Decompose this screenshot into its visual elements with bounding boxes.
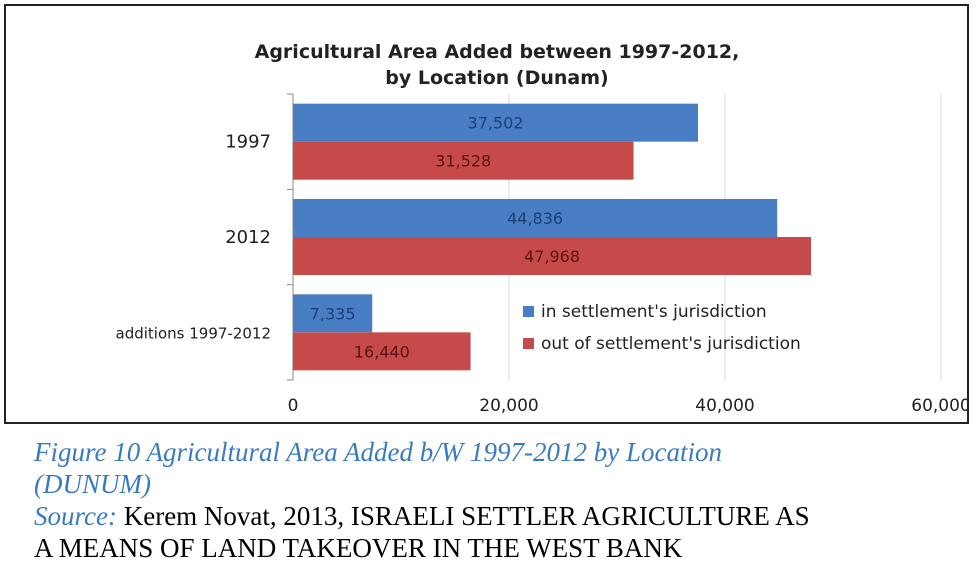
chart-frame: Agricultural Area Added between 1997-201… [4, 4, 969, 424]
figure-caption: Figure 10 Agricultural Area Added b/W 19… [34, 436, 964, 500]
x-tick-label: 40,000 [695, 396, 754, 416]
legend-label: out of settlement's jurisdiction [541, 334, 801, 354]
bar-chart: Agricultural Area Added between 1997-201… [116, 41, 967, 416]
category-label: additions 1997-2012 [116, 324, 271, 342]
figure-caption-line2: (DUNUM) [34, 469, 151, 499]
data-label: 44,836 [507, 209, 563, 228]
source-citation: Source: Kerem Novat, 2013, ISRAELI SETTL… [34, 500, 964, 564]
bar [293, 332, 471, 371]
data-label: 31,528 [435, 152, 491, 171]
source-text-line2: A MEANS OF LAND TAKEOVER IN THE WEST BAN… [34, 533, 683, 563]
source-text-line1: Kerem Novat, 2013, ISRAELI SETTLER AGRIC… [123, 501, 810, 531]
figure-caption-line1: Figure 10 Agricultural Area Added b/W 19… [34, 437, 722, 467]
data-label: 47,968 [524, 247, 580, 266]
bar [293, 237, 812, 275]
category-label: 1997 [225, 132, 271, 153]
data-label: 37,502 [468, 114, 524, 133]
x-tick-label: 0 [288, 396, 299, 416]
chart-title-line1: Agricultural Area Added between 1997-201… [255, 41, 740, 63]
legend-swatch [523, 306, 534, 317]
source-label: Source: [34, 501, 117, 531]
category-label: 2012 [225, 227, 271, 248]
x-tick-label: 20,000 [479, 396, 538, 416]
legend-label: in settlement's jurisdiction [541, 302, 767, 322]
bar [293, 294, 373, 333]
legend-swatch [523, 338, 534, 349]
bar [293, 103, 699, 142]
x-tick-label: 60,000 [911, 396, 967, 416]
data-label: 7,335 [310, 304, 356, 323]
bar [293, 199, 778, 237]
chart-title-line2: by Location (Dunam) [385, 67, 608, 89]
data-label: 16,440 [354, 342, 410, 361]
bar [293, 141, 634, 180]
